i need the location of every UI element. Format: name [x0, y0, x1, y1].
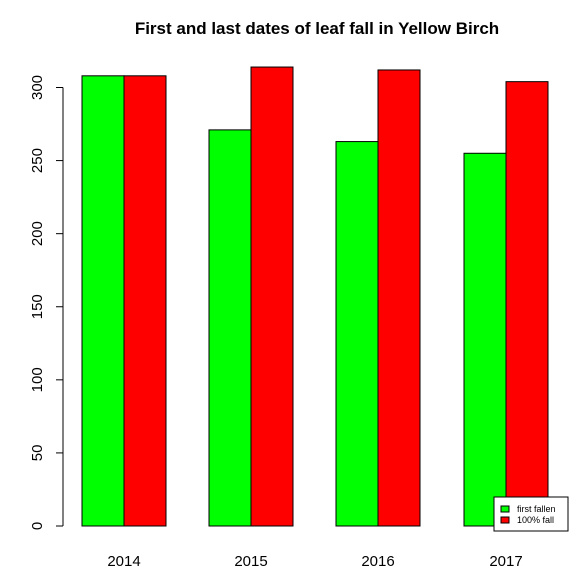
bar-2016-first-fallen [335, 141, 379, 527]
bar-2016-100-fall [377, 69, 421, 527]
chart-title: First and last dates of leaf fall in Yel… [135, 19, 499, 38]
bar-2017-first-fallen [463, 152, 507, 527]
y-tick-label: 300 [29, 75, 46, 100]
bar-2014-first-fallen [81, 75, 125, 527]
legend-box [493, 496, 569, 532]
y-tick-label: 100 [29, 367, 46, 392]
legend-label-first-fallen: first fallen [517, 504, 556, 514]
x-tick-label: 2014 [107, 553, 140, 570]
bar-2015-first-fallen [208, 129, 252, 527]
bar-2015-100-fall [250, 66, 294, 527]
x-tick-label: 2015 [234, 553, 267, 570]
legend-label-100-fall: 100% fall [517, 515, 554, 525]
legend: first fallen 100% fall [493, 496, 569, 532]
y-tick-label: 50 [29, 445, 46, 462]
y-tick-label: 200 [29, 221, 46, 246]
y-axis: 0 50 100 150 200 250 300 [29, 75, 64, 530]
y-tick-label: 250 [29, 148, 46, 173]
x-tick-label: 2017 [489, 553, 522, 570]
legend-swatch-100-fall [500, 516, 510, 524]
y-tick-label: 0 [29, 522, 46, 530]
bar-2014-100-fall [123, 75, 167, 527]
y-tick-label: 150 [29, 294, 46, 319]
bars-group [81, 66, 549, 527]
x-tick-label: 2016 [361, 553, 394, 570]
bar-2017-100-fall [505, 81, 549, 527]
legend-swatch-first-fallen [500, 505, 510, 513]
x-axis-labels: 2014 2015 2016 2017 [107, 553, 522, 570]
